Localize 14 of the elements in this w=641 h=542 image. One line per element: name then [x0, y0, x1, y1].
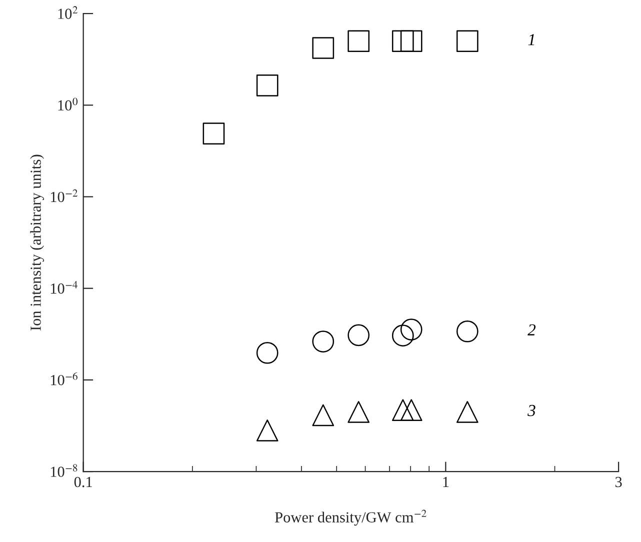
x-tick-label: 3 [615, 476, 622, 488]
x-tick-label: 0.1 [74, 476, 92, 488]
y-tick-label: 10$^{0}$ [58, 98, 78, 111]
y-tick-label: 10$^{2}$ [58, 6, 78, 19]
text: 2 [528, 324, 536, 336]
y-tick-label: 10$^{−6}$ [50, 372, 78, 386]
text: 1 [528, 34, 534, 46]
y-tick-label: 10$^{−4}$ [50, 280, 78, 294]
y-tick-label: 10$^{−8}$ [50, 464, 78, 477]
y-axis-title: Ion intensity (arbitrary units) [30, 154, 44, 330]
y-tick-label: 10$^{−2}$ [50, 189, 78, 202]
x-tick-label: 1 [443, 476, 449, 487]
text: 3 [528, 404, 536, 416]
x-axis-title: Power density/GW cm$^{−2}$ [275, 510, 426, 526]
